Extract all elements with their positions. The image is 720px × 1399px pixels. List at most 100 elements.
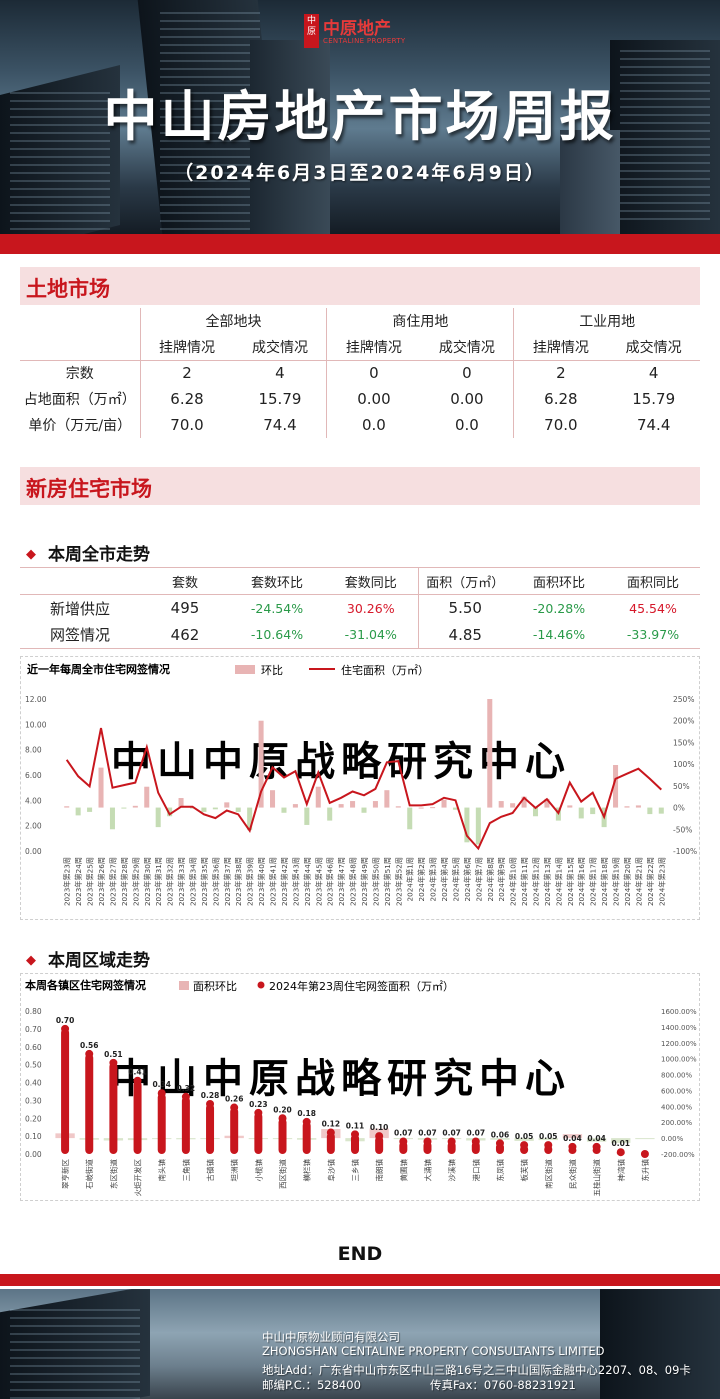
mom-bar	[167, 807, 173, 817]
area-dot	[399, 1137, 408, 1146]
x-tick-label: 2023年第28周	[120, 857, 129, 906]
area-dot	[375, 1132, 384, 1141]
mom-bar	[475, 807, 481, 845]
x-tick-label: 2024年第11周	[520, 857, 529, 906]
new-home-title: 新房住宅市场	[26, 477, 152, 501]
table-row: 单价（万元/亩） 70.0 74.4 0.0 0.0 70.0 74.4	[20, 412, 700, 438]
table-cell: 6.28	[139, 386, 234, 412]
area-column	[326, 1132, 335, 1154]
value-label: 0.01	[612, 1139, 631, 1148]
y-tick-label-right: 50%	[673, 782, 690, 791]
y-tick-label-left: 4.00	[25, 796, 42, 805]
y-tick-label-left: 2.00	[25, 822, 42, 831]
mom-bar	[578, 807, 584, 819]
group-header-residential-commercial: 商住用地	[326, 308, 514, 334]
y-tick-label-right: 1400.00%	[661, 1024, 697, 1032]
mom-bar	[372, 801, 378, 808]
area-dot	[230, 1103, 239, 1112]
table-cell: 70.0	[513, 412, 608, 438]
x-tick-label: 2024年第4周	[440, 857, 449, 901]
x-tick-label: 2023年第40周	[257, 857, 266, 906]
area-column	[254, 1112, 263, 1154]
x-tick-label: 2024年第2周	[417, 857, 426, 901]
mom-bar	[586, 1138, 607, 1142]
col-header: 套数环比	[250, 575, 303, 591]
x-tick-label: 2023年第46周	[326, 857, 335, 906]
y-tick-label-right: 200%	[673, 717, 694, 726]
area-dot	[423, 1137, 432, 1146]
row-label: 宗数	[65, 366, 94, 383]
x-tick-label: 2024年第22周	[646, 857, 655, 906]
sub-header: 挂牌情况	[326, 334, 421, 360]
footer-company-en: ZHONGSHAN CENTALINE PROPERTY CONSULTANTS…	[262, 1344, 605, 1358]
area-line	[65, 727, 662, 851]
table-cell: 2	[513, 360, 608, 386]
table-cell: 6.28	[513, 386, 608, 412]
area-mom-cell: -20.28%	[532, 600, 586, 616]
x-tick-label: 三角镇	[181, 1159, 191, 1182]
watermark-text: 中山中原战略研究中心	[111, 739, 571, 785]
area-cell: 5.50	[417, 594, 512, 622]
group-header-all: 全部地块	[139, 308, 327, 334]
brand-name-en: CENTALINE PROPERTY	[323, 37, 406, 45]
value-label: 0.05	[515, 1132, 534, 1141]
x-tick-label: 东区街道	[108, 1159, 118, 1189]
y-tick-label-right: -200.00%	[661, 1151, 695, 1159]
sub-header: 成交情况	[625, 339, 682, 356]
mom-bar	[75, 807, 81, 816]
y-tick-label-left: 0.50	[25, 1061, 42, 1070]
mom-bar	[224, 802, 230, 808]
area-column	[230, 1107, 239, 1154]
mom-bar	[590, 807, 596, 815]
area-dot	[302, 1117, 311, 1126]
mom-bar	[109, 807, 115, 830]
mom-bar	[452, 807, 458, 810]
units-yoy-cell: 30.26%	[346, 600, 395, 616]
footer-banner: 中山中原物业顾问有限公司 ZHONGSHAN CENTALINE PROPERT…	[0, 1289, 720, 1399]
mom-bar	[624, 806, 630, 808]
mom-bar	[258, 720, 264, 808]
x-tick-label: 2024年第14周	[554, 857, 563, 906]
table-row: 网签情况 462 -10.64% -31.04% 4.85 -14.46% -3…	[20, 621, 700, 649]
x-tick-label: 2024年第17周	[589, 857, 598, 906]
diamond-icon: ◆	[26, 953, 36, 968]
table-cell: 2	[139, 360, 234, 386]
y-tick-label-left: 12.00	[25, 695, 47, 704]
region-trend-subheader: ◆ 本周区域走势	[26, 946, 150, 971]
mom-bar	[562, 1134, 583, 1139]
x-tick-label: 东凤镇	[495, 1159, 505, 1182]
area-dot	[495, 1139, 504, 1148]
region-trend-subtitle: 本周区域走势	[48, 951, 150, 971]
y-tick-label-right: 200.00%	[661, 1119, 692, 1127]
x-tick-label: 横栏镇	[302, 1159, 312, 1182]
end-label: END	[337, 1243, 383, 1265]
mom-bar	[201, 807, 207, 812]
x-tick-label: 2023年第49周	[360, 857, 369, 906]
x-tick-label: 2023年第47周	[337, 857, 346, 906]
y-tick-label-right: 1000.00%	[661, 1056, 697, 1064]
y-tick-label-left: 0.40	[25, 1079, 42, 1088]
x-tick-label: 南朗镇	[374, 1159, 384, 1182]
area-column	[61, 1028, 70, 1154]
mom-bar	[658, 807, 664, 814]
x-tick-label: 大涌镇	[422, 1159, 432, 1182]
y-tick-label-right: 600.00%	[661, 1087, 692, 1095]
y-tick-label-right: -50%	[673, 825, 692, 834]
value-label: 0.04	[563, 1134, 582, 1143]
x-tick-label: 2024年第12周	[532, 857, 541, 906]
city-trend-subtitle: 本周全市走势	[48, 545, 150, 565]
mom-bar	[87, 807, 93, 812]
mom-bar	[281, 807, 287, 813]
mom-bar	[613, 765, 619, 808]
y-tick-label-right: 0%	[673, 804, 685, 813]
mom-bar	[144, 786, 150, 808]
area-dot	[640, 1150, 649, 1158]
value-label: 0.07	[467, 1128, 486, 1137]
x-tick-label: 五桂山街道	[592, 1159, 602, 1197]
table-cell: 15.79	[258, 390, 302, 408]
mom-bar	[407, 807, 413, 830]
area-dot	[85, 1049, 94, 1058]
mom-bar	[235, 807, 241, 812]
area-column	[157, 1093, 166, 1154]
value-label: 0.04	[587, 1134, 606, 1143]
